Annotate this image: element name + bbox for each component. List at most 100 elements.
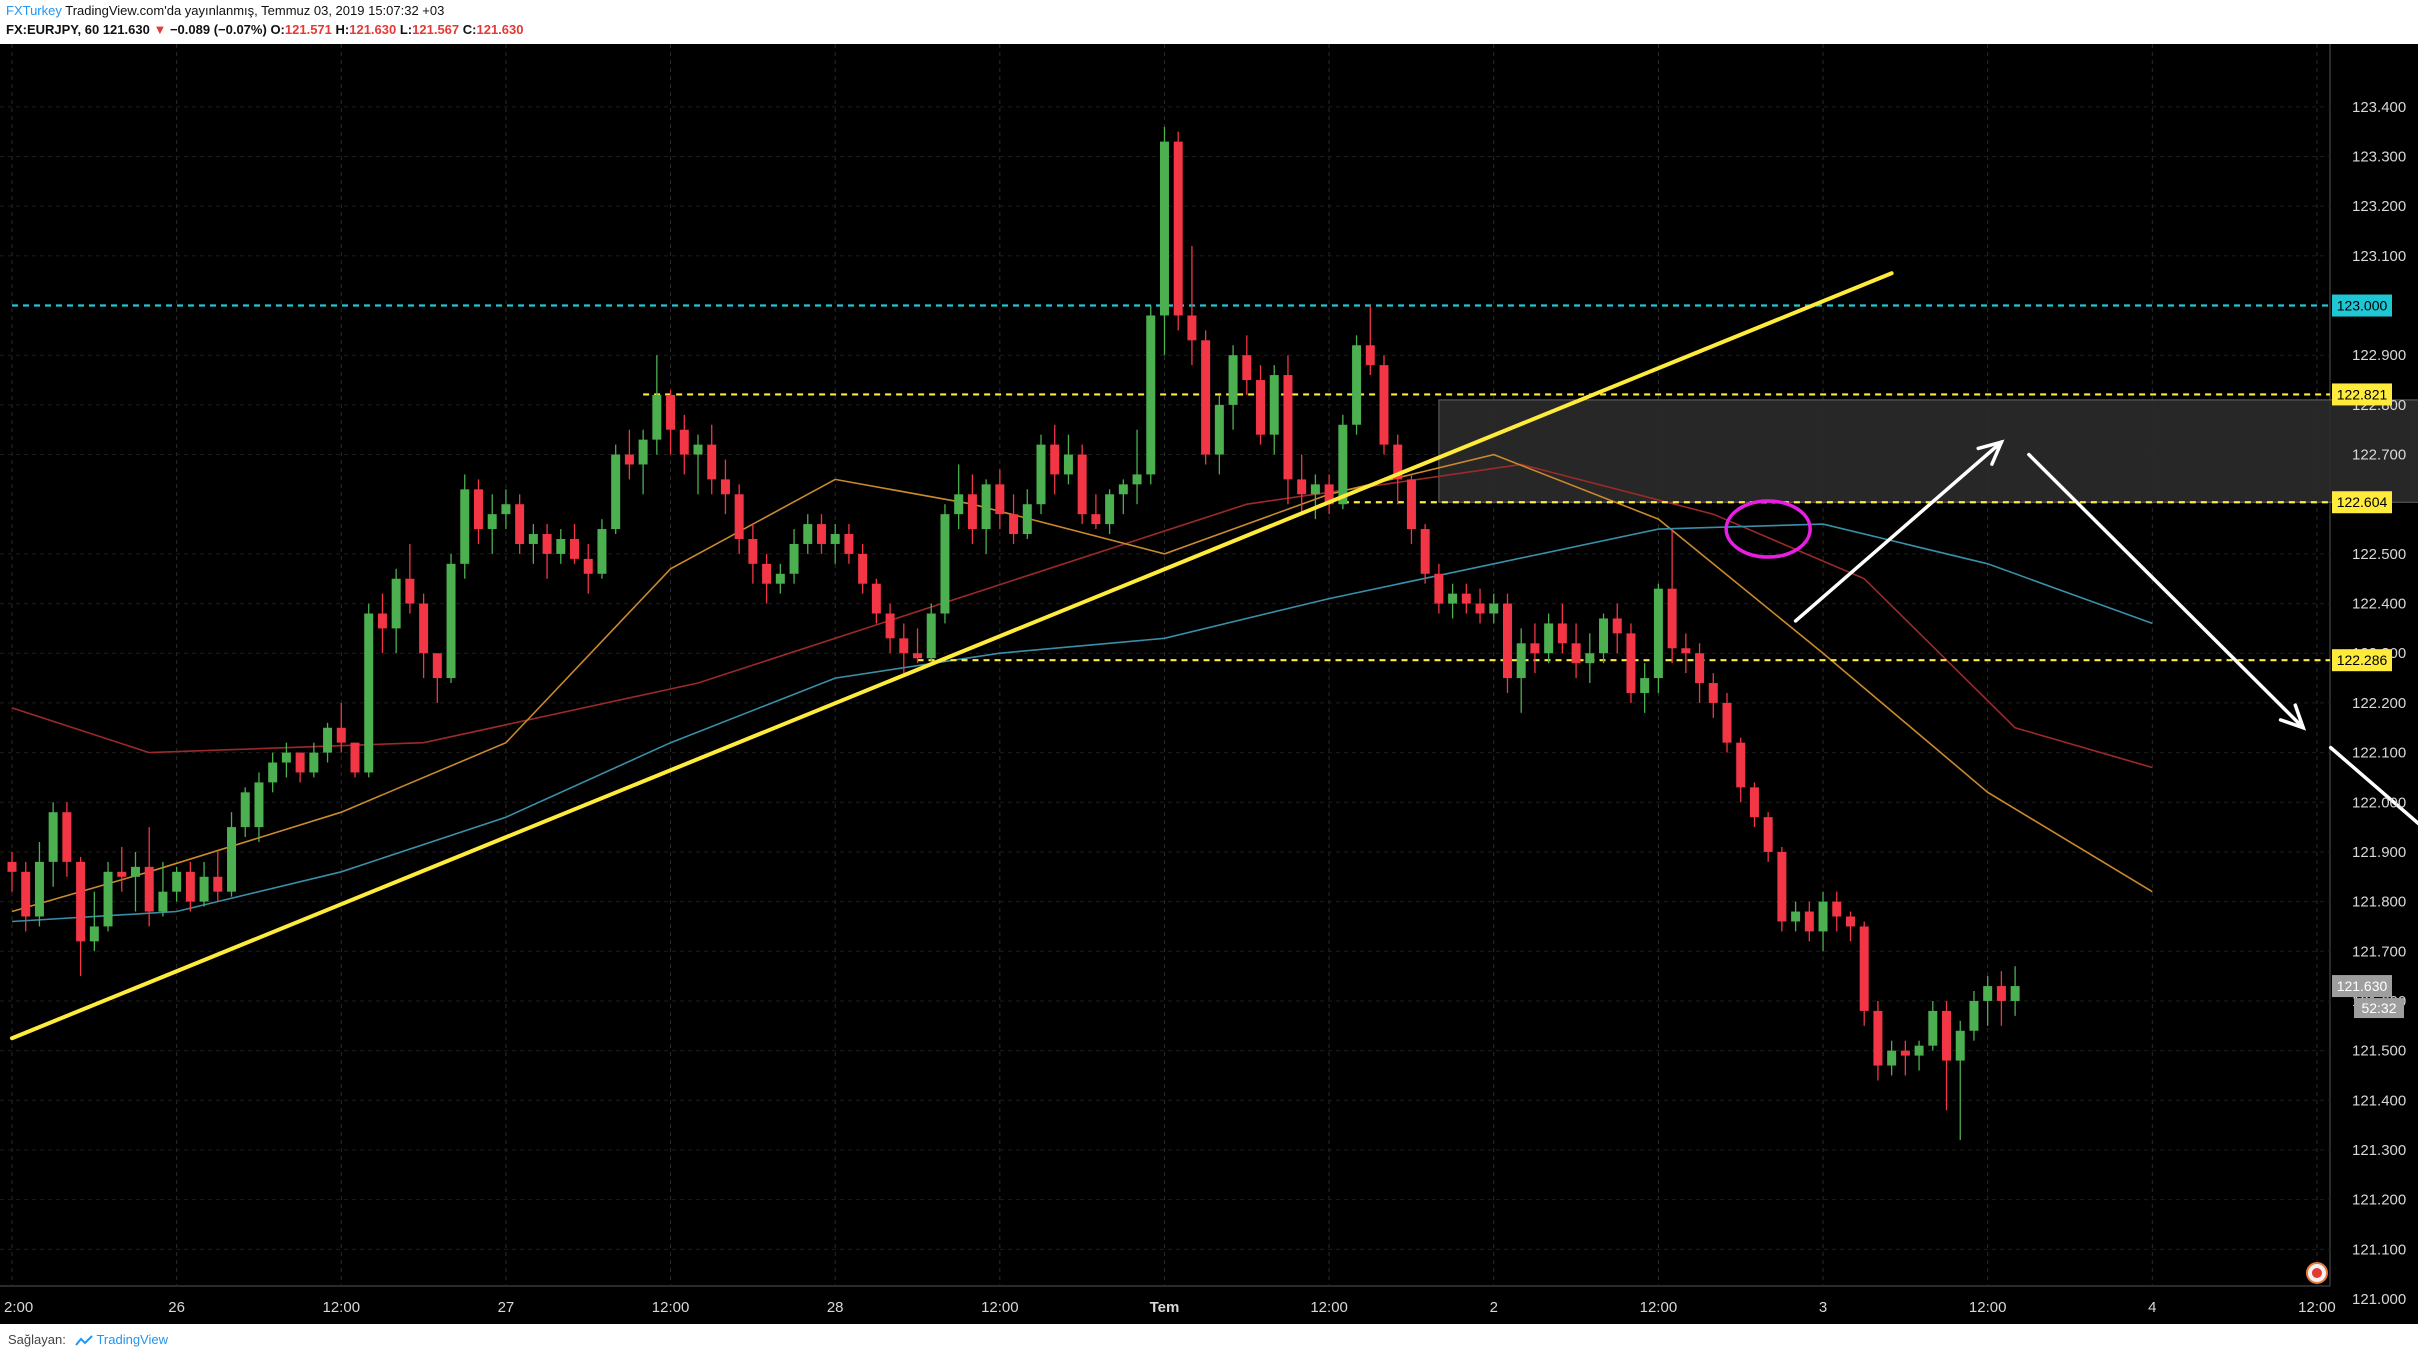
time-axis[interactable] <box>0 1286 2330 1324</box>
moving-averages <box>11 453 2153 923</box>
candle-body <box>501 504 511 515</box>
candle-body <box>364 613 374 773</box>
projection-arrow-line[interactable] <box>2328 745 2418 962</box>
candle-body <box>720 479 730 495</box>
symbol-info: FX:EURJPY, 60 121.630 ▼ −0.089 (−0.07%) … <box>6 22 523 37</box>
publish-info: FXTurkey TradingView.com'da yayınlanmış,… <box>6 3 444 18</box>
price-tag-box <box>2332 491 2392 514</box>
price-axis[interactable] <box>2330 44 2418 1324</box>
candle-body <box>1489 603 1499 614</box>
price-tick-label: 123.400 <box>2352 99 2406 116</box>
candle-body <box>1283 375 1293 480</box>
arrow-head-icon <box>1976 439 2005 466</box>
candle-body <box>871 583 881 614</box>
price-tick-label: 123.300 <box>2352 149 2406 166</box>
candle-body <box>1077 454 1087 515</box>
candle-body <box>1214 404 1224 455</box>
trendline-line[interactable] <box>10 271 1894 1041</box>
provider-credit: Sağlayan: TradingView <box>8 1332 168 1347</box>
candle-body <box>1544 623 1554 654</box>
candle-body <box>487 514 497 530</box>
price-tag-box <box>2332 383 2392 406</box>
time-tick-label: 2 <box>1490 1299 1498 1316</box>
tradingview-link[interactable]: TradingView <box>96 1332 168 1347</box>
event-markers[interactable] <box>2305 1262 2418 1284</box>
economic-event-icon[interactable] <box>2305 1262 2328 1284</box>
candle-body <box>1845 916 1855 927</box>
price-tick-label: 123.100 <box>2352 248 2406 265</box>
chart-header: FXTurkey TradingView.com'da yayınlanmış,… <box>0 0 2418 44</box>
close-value: 121.630 <box>476 22 524 37</box>
open-label: O: <box>270 22 285 37</box>
candle-body <box>1681 648 1691 654</box>
candle-body <box>1983 986 1993 1001</box>
candle-body <box>1201 340 1211 455</box>
time-axis-labels: 2:00 26 12:00 27 12:00 28 12:00 Tem 12:00 2 12:00 3… <box>4 1299 2336 1316</box>
candle-body <box>309 752 319 773</box>
candle-body <box>103 871 113 927</box>
candle-body <box>1955 1030 1965 1061</box>
price-tick-label: 122.100 <box>2352 745 2406 762</box>
candle-body <box>1461 593 1471 604</box>
projection-arrow-line[interactable] <box>2027 452 2305 730</box>
candle-body <box>995 484 1005 515</box>
resistance-zone-rect[interactable] <box>1438 399 2418 503</box>
publisher-name[interactable]: FXTurkey <box>6 3 62 18</box>
resistance-zone <box>1438 399 2418 503</box>
moving-average-line <box>11 463 2153 769</box>
candle-body <box>1873 1010 1883 1066</box>
candle-body <box>679 429 689 455</box>
candle-body <box>1132 474 1142 485</box>
price-chart[interactable]: 123.400 123.300 123.200 123.100 122.900 122.8… <box>0 44 2418 1324</box>
candle-body <box>34 861 44 917</box>
price-tick-label: 121.000 <box>2352 1291 2406 1308</box>
event-marker-dot <box>2311 1268 2322 1278</box>
candle-body <box>172 871 182 892</box>
candle-body <box>1996 986 2006 1001</box>
candle-body <box>460 489 470 564</box>
candle-body <box>1859 926 1869 1011</box>
candle-body <box>1722 702 1732 743</box>
price-change: −0.089 (−0.07%) <box>169 22 267 37</box>
provider-label: Sağlayan: <box>8 1332 66 1347</box>
candle-body <box>1310 484 1320 495</box>
candle-body <box>1009 514 1019 535</box>
candle-body <box>1269 375 1279 435</box>
candle-body <box>1749 787 1759 818</box>
highlight-circle[interactable] <box>1724 499 1812 559</box>
candle-body <box>419 603 429 654</box>
candle-body <box>1736 742 1746 788</box>
candle-body <box>89 926 99 942</box>
candle-body <box>1818 901 1828 932</box>
candle-body <box>1900 1050 1910 1056</box>
candle-body <box>624 454 634 465</box>
candle-body <box>1146 315 1156 475</box>
price-tick-label: 122.500 <box>2352 546 2406 563</box>
symbol-label: FX:EURJPY, 60 <box>6 22 100 37</box>
candle-body <box>1256 380 1266 435</box>
candle-body <box>405 578 415 604</box>
candle-body <box>21 871 31 917</box>
candle-body <box>213 876 223 892</box>
candle-body <box>954 494 964 515</box>
candle-body <box>707 444 717 480</box>
price-tag-box <box>2332 975 2392 998</box>
candle-body <box>391 578 401 629</box>
candle-body <box>967 494 977 530</box>
candle-body <box>734 494 744 539</box>
candlesticks <box>7 126 2020 1141</box>
candle-body <box>789 543 799 574</box>
candle-body <box>1173 141 1183 316</box>
candle-body <box>1571 643 1581 664</box>
candle-body <box>1324 484 1334 505</box>
candle-body <box>1502 603 1512 679</box>
time-tick-label: 12:00 <box>323 1299 361 1316</box>
candle-body <box>666 394 676 430</box>
projection-arrow-line[interactable] <box>1793 440 2004 623</box>
candle-body <box>1516 643 1526 679</box>
high-value: 121.630 <box>349 22 397 37</box>
trendline[interactable] <box>10 271 1894 1041</box>
candle-body <box>7 861 17 872</box>
annotations[interactable] <box>1724 439 2418 1272</box>
price-tag-label: 123.000 <box>2337 298 2388 314</box>
